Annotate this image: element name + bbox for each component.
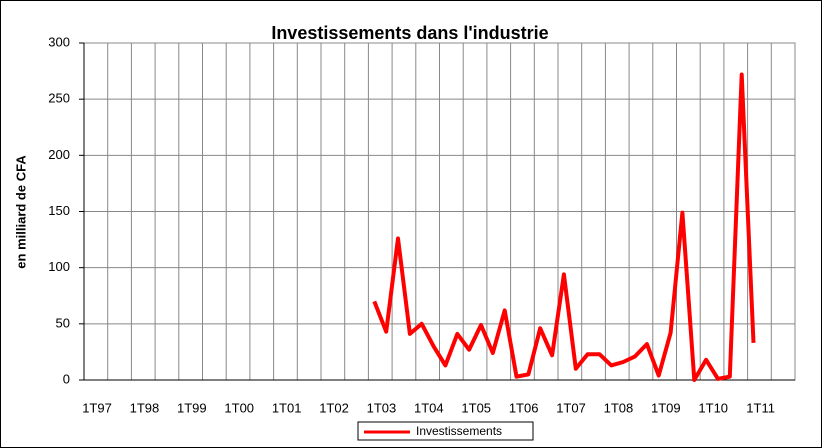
y-tick-label: 0 bbox=[63, 371, 70, 386]
y-tick-label: 250 bbox=[48, 91, 70, 106]
x-tick-label: 1T11 bbox=[746, 400, 775, 415]
x-tick-label: 1T99 bbox=[177, 400, 207, 415]
x-tick-label: 1T08 bbox=[604, 400, 634, 415]
x-tick-label: 1T98 bbox=[130, 400, 160, 415]
y-tick-label: 200 bbox=[48, 147, 70, 162]
x-tick-label: 1T07 bbox=[556, 400, 586, 415]
y-tick-label: 50 bbox=[56, 315, 70, 330]
x-tick-label: 1T05 bbox=[461, 400, 491, 415]
y-tick-label: 300 bbox=[48, 34, 70, 49]
legend-label: Investissements bbox=[416, 424, 502, 438]
y-tick-label: 150 bbox=[48, 203, 70, 218]
x-tick-label: 1T02 bbox=[319, 400, 349, 415]
data-line bbox=[372, 72, 756, 382]
x-tick-label: 1T00 bbox=[224, 400, 254, 415]
y-axis-label: en milliard de CFA bbox=[13, 155, 28, 269]
x-tick-label: 1T03 bbox=[367, 400, 397, 415]
chart-title: Investissements dans l'industrie bbox=[271, 23, 548, 43]
x-tick-label: 1T09 bbox=[651, 400, 681, 415]
x-tick-label: 1T06 bbox=[509, 400, 539, 415]
x-tick-label: 1T01 bbox=[272, 400, 302, 415]
x-tick-label: 1T10 bbox=[698, 400, 728, 415]
x-tick-label: 1T04 bbox=[414, 400, 444, 415]
x-tick-label: 1T97 bbox=[82, 400, 112, 415]
legend-box bbox=[357, 421, 534, 441]
y-tick-label: 100 bbox=[48, 259, 70, 274]
